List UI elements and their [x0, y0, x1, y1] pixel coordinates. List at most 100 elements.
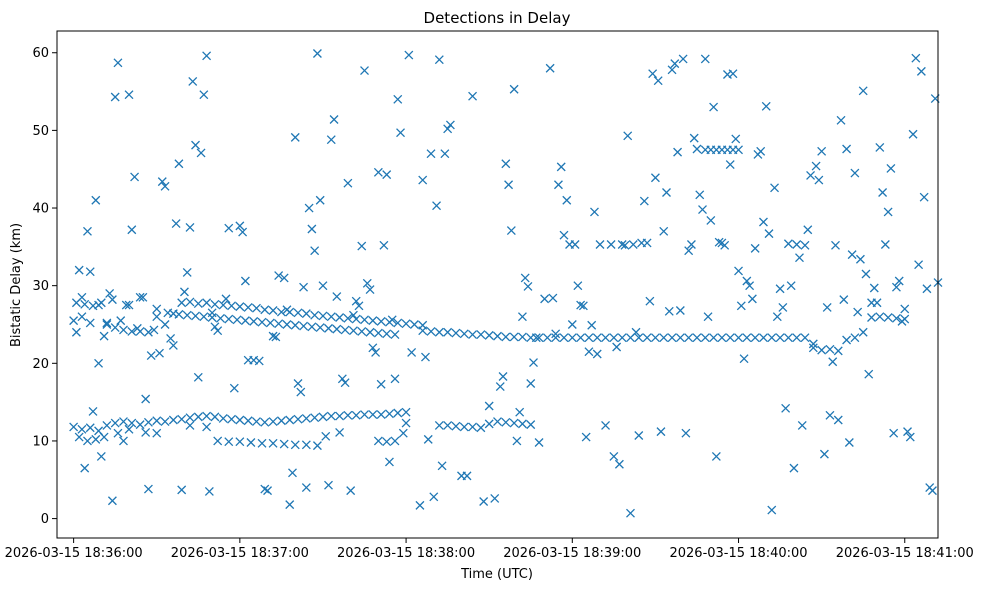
data-point — [113, 428, 123, 438]
data-point — [163, 308, 173, 318]
data-point — [110, 323, 120, 333]
data-point — [94, 358, 104, 368]
data-point — [110, 418, 120, 428]
data-point — [74, 432, 84, 442]
data-point — [360, 315, 369, 325]
data-point — [459, 422, 469, 432]
data-point — [121, 300, 131, 310]
data-point — [235, 302, 245, 312]
data-point — [808, 339, 818, 349]
data-point — [523, 281, 533, 291]
data-point — [315, 195, 325, 205]
data-point — [337, 374, 347, 384]
x-tick-label: 2026-03-15 18:39:00 — [503, 546, 641, 561]
y-tick-label: 50 — [32, 124, 49, 139]
data-point — [867, 313, 876, 322]
y-tick-label: 10 — [32, 434, 49, 449]
data-point — [326, 411, 336, 421]
data-point — [609, 452, 619, 461]
data-point — [764, 229, 774, 239]
data-point — [312, 49, 322, 58]
data-point — [825, 344, 835, 354]
data-point — [168, 415, 178, 425]
data-point — [268, 331, 278, 341]
data-point — [648, 69, 658, 79]
data-point — [623, 131, 633, 141]
data-point — [193, 372, 203, 382]
data-point — [842, 335, 852, 345]
data-point — [792, 333, 802, 343]
data-point — [96, 452, 106, 461]
data-point — [512, 436, 522, 446]
data-point — [900, 304, 910, 314]
data-point — [526, 420, 536, 430]
data-point — [252, 303, 261, 313]
data-point — [132, 323, 142, 333]
data-point — [692, 333, 702, 343]
data-point — [290, 440, 300, 450]
data-point — [401, 319, 411, 329]
x-tick-label: 2026-03-15 18:41:00 — [836, 546, 974, 561]
data-point — [168, 340, 178, 350]
data-point — [484, 330, 494, 340]
data-point — [509, 332, 519, 342]
data-point — [695, 190, 705, 200]
data-point — [69, 422, 79, 432]
data-point — [734, 145, 743, 155]
data-point — [551, 329, 561, 339]
data-point — [335, 411, 345, 421]
data-point — [160, 417, 170, 426]
data-point — [675, 333, 685, 343]
data-point — [506, 226, 516, 235]
data-point — [675, 306, 685, 315]
data-point — [343, 178, 353, 188]
data-point — [307, 224, 317, 234]
data-point — [601, 333, 611, 343]
data-point — [559, 230, 569, 240]
data-point — [709, 102, 719, 112]
data-point — [789, 463, 799, 473]
data-point — [268, 306, 278, 315]
data-point — [335, 313, 345, 322]
data-point — [88, 406, 98, 416]
data-point — [670, 59, 680, 69]
data-point — [182, 268, 192, 277]
data-point — [927, 486, 937, 496]
data-point — [166, 334, 176, 343]
data-point — [260, 417, 270, 427]
data-point — [878, 188, 888, 197]
data-point — [673, 147, 683, 157]
data-point — [493, 417, 502, 426]
data-point — [468, 91, 478, 101]
data-point — [698, 205, 707, 215]
data-point — [656, 427, 666, 437]
data-point — [174, 159, 184, 169]
data-point — [509, 84, 519, 94]
data-point — [326, 312, 336, 322]
data-point — [227, 301, 236, 311]
data-point — [293, 414, 303, 424]
data-point — [418, 326, 428, 336]
data-point — [276, 416, 286, 426]
data-point — [831, 240, 840, 250]
data-point — [703, 312, 713, 322]
data-point — [786, 281, 796, 291]
data-point — [293, 308, 303, 318]
data-point — [839, 295, 849, 305]
data-point — [301, 440, 311, 450]
data-point — [202, 422, 212, 432]
data-point — [883, 313, 893, 322]
data-point — [301, 309, 311, 319]
data-point — [265, 318, 275, 328]
data-point — [409, 320, 419, 329]
data-point — [85, 423, 95, 433]
data-point — [224, 223, 234, 233]
data-point — [490, 493, 500, 503]
data-point — [346, 486, 356, 496]
data-point — [767, 333, 777, 343]
data-point — [160, 320, 170, 329]
data-point — [808, 343, 818, 353]
data-point — [152, 428, 162, 438]
data-point — [368, 343, 378, 353]
data-point — [443, 327, 453, 337]
